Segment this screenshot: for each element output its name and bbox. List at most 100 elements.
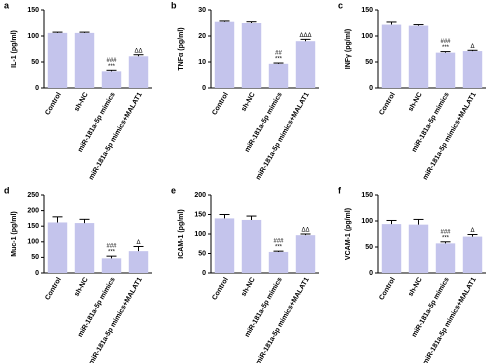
significance-label: ### (440, 229, 451, 235)
bar (128, 56, 149, 88)
y-tick-label: 150 (194, 211, 206, 218)
bar (214, 218, 235, 273)
x-tick-label: Control (378, 91, 397, 116)
panel-letter: d (4, 185, 10, 195)
bar (241, 219, 262, 273)
significance-label: *** (108, 250, 116, 256)
significance-label: ### (440, 39, 451, 45)
bar (435, 243, 456, 273)
y-tick-label: 100 (361, 218, 373, 225)
significance-label: *** (442, 45, 450, 51)
y-tick-label: 250 (27, 192, 39, 199)
x-tick-label: miR-181a-5p mimics+MALAT1 (422, 91, 478, 181)
significance-label: ΔΔΔ (299, 33, 311, 39)
significance-label: ## (275, 51, 282, 57)
bar (101, 258, 122, 273)
significance-label: Δ (136, 240, 140, 246)
bar (74, 32, 95, 88)
y-tick-label: 200 (194, 192, 206, 199)
y-tick-label: 100 (27, 239, 39, 246)
significance-label: ### (106, 58, 117, 64)
bar (462, 236, 483, 273)
significance-label: ΔΔ (134, 48, 142, 54)
y-tick-label: 0 (202, 270, 206, 277)
bar (47, 222, 68, 273)
x-tick-label: sh-NC (73, 91, 89, 112)
significance-label: *** (442, 235, 450, 241)
significance-label: *** (275, 245, 283, 251)
x-tick-label: sh-NC (240, 276, 256, 297)
significance-label: ΔΔ (301, 228, 309, 234)
y-tick-label: 100 (194, 231, 206, 238)
y-tick-label: 0 (35, 85, 39, 92)
y-tick-label: 50 (365, 59, 373, 66)
y-axis-label: Muc-1 (pg/ml) (11, 211, 18, 257)
x-tick-label: sh-NC (407, 91, 423, 112)
bar (268, 251, 289, 273)
bar (435, 52, 456, 88)
panel-letter: b (171, 0, 177, 10)
y-tick-label: 50 (198, 250, 206, 257)
significance-label: Δ (470, 228, 474, 234)
significance-label: Δ (470, 44, 474, 50)
y-tick-label: 0 (202, 85, 206, 92)
bar (128, 251, 149, 273)
x-tick-label: Control (44, 276, 63, 301)
bar (47, 32, 68, 88)
y-tick-label: 150 (27, 7, 39, 14)
x-tick-label: Control (211, 91, 230, 116)
y-axis-label: TNFα (pg/ml) (178, 27, 185, 70)
x-tick-label: miR-181a-5p mimics+MALAT1 (255, 276, 311, 363)
significance-label: ### (106, 244, 117, 250)
bar (214, 21, 235, 89)
x-tick-label: Control (378, 276, 397, 301)
y-axis-label: IL-1 (pg/ml) (11, 30, 18, 68)
bar (268, 63, 289, 88)
y-tick-label: 0 (369, 270, 373, 277)
y-tick-label: 0 (35, 270, 39, 277)
y-tick-label: 200 (27, 207, 39, 214)
panel-letter: e (171, 185, 176, 195)
bar (241, 23, 262, 88)
y-axis-label: VCAM-1 (pg/ml) (345, 208, 352, 260)
x-tick-label: sh-NC (240, 91, 256, 112)
panel-letter: a (4, 0, 10, 10)
x-tick-label: Control (211, 276, 230, 301)
y-axis-label: INFγ (pg/ml) (345, 29, 352, 69)
x-tick-label: Control (44, 91, 63, 116)
x-tick-label: sh-NC (73, 276, 89, 297)
x-tick-label: miR-181a-5p mimics+MALAT1 (88, 276, 144, 363)
y-tick-label: 50 (31, 59, 39, 66)
bar (462, 51, 483, 88)
bar (408, 224, 429, 273)
bar (381, 224, 402, 273)
y-tick-label: 150 (361, 7, 373, 14)
bar (295, 235, 316, 273)
x-tick-label: miR-181a-5p mimics+MALAT1 (88, 91, 144, 181)
significance-label: ### (273, 239, 284, 245)
bar (408, 25, 429, 89)
y-tick-label: 150 (361, 192, 373, 199)
panel-letter: f (338, 185, 342, 195)
y-tick-label: 50 (31, 254, 39, 261)
panel-letter: c (338, 0, 343, 10)
bar (74, 223, 95, 273)
y-tick-label: 30 (198, 7, 206, 14)
y-axis-label: ICAM-1 (pg/ml) (178, 209, 185, 258)
x-tick-label: sh-NC (407, 276, 423, 297)
y-tick-label: 100 (361, 33, 373, 40)
bar (101, 71, 122, 88)
y-tick-label: 50 (365, 244, 373, 251)
y-tick-label: 10 (198, 59, 206, 66)
bar (381, 24, 402, 89)
significance-label: *** (275, 57, 283, 63)
y-tick-label: 0 (369, 85, 373, 92)
bar (295, 41, 316, 88)
x-tick-label: miR-181a-5p mimics+MALAT1 (422, 276, 478, 363)
significance-label: *** (108, 64, 116, 70)
x-tick-label: miR-181a-5p mimics+MALAT1 (255, 91, 311, 181)
y-tick-label: 150 (27, 223, 39, 230)
y-tick-label: 100 (27, 33, 39, 40)
y-tick-label: 20 (198, 33, 206, 40)
